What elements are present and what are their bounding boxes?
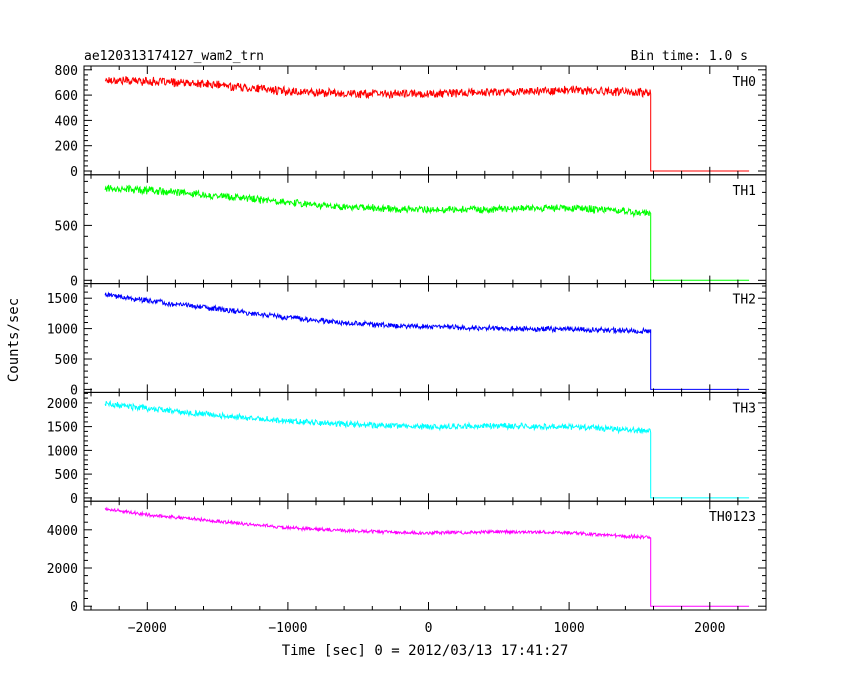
series-line-th1 <box>104 184 750 281</box>
panels-group: 0 200 400 600 800 TH0 0 500 TH1 0 500 1000 1500 TH2 0 5… <box>47 64 767 615</box>
panel-label-th1: TH1 <box>733 184 756 199</box>
chart-title: ae120313174127_wam2_trn <box>84 49 264 64</box>
y-tick-label: 0 <box>70 165 78 180</box>
panel-th3: 0 500 1000 1500 2000 TH3 <box>47 391 767 507</box>
y-tick-label: 0 <box>70 492 78 507</box>
x-tick-label: 0 <box>425 621 433 636</box>
panel-th0: 0 200 400 600 800 TH0 <box>55 64 767 180</box>
y-tick-label: 400 <box>55 114 78 129</box>
y-tick-label: 600 <box>55 89 78 104</box>
x-tick-label: 2000 <box>694 621 725 636</box>
panel-label-th3: TH3 <box>733 401 756 416</box>
x-tick-label: −1000 <box>268 621 307 636</box>
panel-frame-th1 <box>83 174 767 285</box>
y-tick-label: 1500 <box>47 292 78 307</box>
panel-label-th2: TH2 <box>733 293 756 308</box>
x-tick-label: 1000 <box>553 621 584 636</box>
panel-th2: 0 500 1000 1500 TH2 <box>47 283 767 398</box>
y-tick-label: 800 <box>55 64 78 79</box>
y-tick-label: 2000 <box>47 397 78 412</box>
series-line-th0123 <box>104 506 750 607</box>
y-tick-label: 500 <box>55 468 78 483</box>
y-tick-label: 1000 <box>47 323 78 338</box>
x-axis-label: Time [sec] 0 = 2012/03/13 17:41:27 <box>282 643 569 659</box>
x-axis: −2000 −1000 0 1000 2000 <box>128 621 726 636</box>
panel-frame-th0123 <box>83 500 767 611</box>
y-tick-label: 500 <box>55 353 78 368</box>
series-line-th3 <box>104 399 750 499</box>
panel-th1: 0 500 TH1 <box>55 174 767 289</box>
y-tick-label: 0 <box>70 383 78 398</box>
y-tick-label: 0 <box>70 274 78 289</box>
y-tick-label: 500 <box>55 219 78 234</box>
series-line-th2 <box>104 291 750 390</box>
panel-label-th0123: TH0123 <box>709 510 756 525</box>
y-tick-label: 2000 <box>47 562 78 577</box>
x-tick-label: −2000 <box>128 621 167 636</box>
panel-label-th0: TH0 <box>733 75 756 90</box>
panel-frame-th3 <box>83 391 767 502</box>
y-axis-label: Counts/sec <box>6 298 22 382</box>
y-tick-label: 1000 <box>47 444 78 459</box>
panel-frame-th2 <box>83 283 767 393</box>
y-tick-label: 0 <box>70 600 78 615</box>
panel-th0123: 0 2000 4000 TH0123 <box>47 500 767 615</box>
y-tick-label: 1500 <box>47 421 78 436</box>
bin-time-label: Bin time: 1.0 s <box>631 49 748 64</box>
y-tick-label: 200 <box>55 140 78 155</box>
series-line-th0 <box>104 76 750 172</box>
y-tick-label: 4000 <box>47 524 78 539</box>
